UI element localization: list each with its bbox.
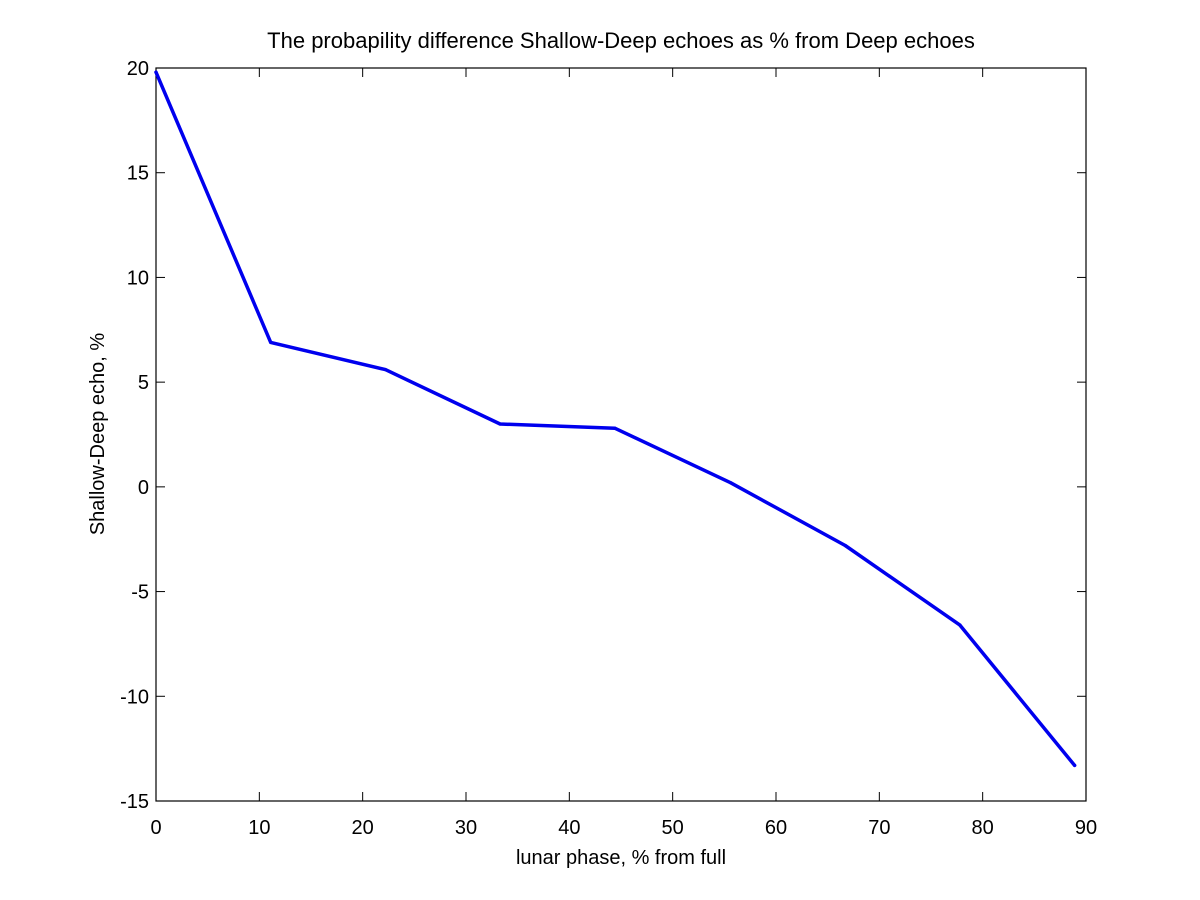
y-tick-label: 0 xyxy=(138,477,149,499)
x-tick-label: 0 xyxy=(150,817,161,839)
chart-title: The probapility difference Shallow-Deep … xyxy=(267,28,975,53)
data-series xyxy=(154,70,1077,768)
x-tick-label: 30 xyxy=(455,817,477,839)
y-tick-label: -15 xyxy=(120,791,149,813)
y-tick-label: 10 xyxy=(127,267,149,289)
x-tick-label: 10 xyxy=(248,817,270,839)
data-point xyxy=(269,340,273,344)
x-tick-label: 70 xyxy=(868,817,890,839)
axis-ticks xyxy=(155,67,1087,802)
x-tick-label: 20 xyxy=(352,817,374,839)
data-point xyxy=(958,623,962,627)
data-point xyxy=(383,367,387,372)
plot-area-frame xyxy=(155,67,1087,802)
data-point xyxy=(1073,763,1077,767)
x-axis-label: lunar phase, % from full xyxy=(516,847,726,869)
x-tick-label: 80 xyxy=(972,817,994,839)
data-point xyxy=(728,481,733,485)
x-tick-label: 50 xyxy=(662,817,684,839)
y-tick-label: -10 xyxy=(120,686,149,708)
x-tick-label: 40 xyxy=(558,817,580,839)
x-tick-label: 60 xyxy=(765,817,787,839)
data-point xyxy=(154,70,158,74)
data-point xyxy=(613,426,617,430)
data-point xyxy=(498,422,502,426)
x-tick-label: 90 xyxy=(1075,817,1097,839)
y-tick-label: 5 xyxy=(138,372,149,394)
data-point xyxy=(843,543,847,548)
y-axis-label: Shallow-Deep echo, % xyxy=(87,333,109,536)
y-tick-label: 15 xyxy=(127,163,149,185)
y-tick-label: -5 xyxy=(131,582,149,604)
y-tick-label: 20 xyxy=(127,58,149,80)
tick-labels: 0 10 20 30 40 50 60 70 80 90 -15 -10 -5 0 5 10 15 20 xyxy=(120,58,1097,839)
